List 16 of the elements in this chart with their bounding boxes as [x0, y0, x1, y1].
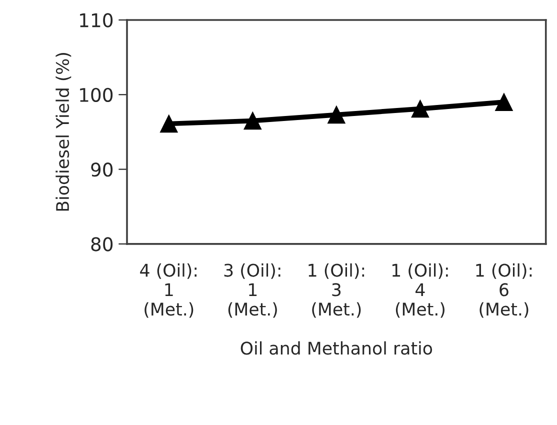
x-tick-label: 3 (Oil): 1 (Met.): [224, 263, 280, 318]
x-tick-label: 1 (Oil): 6 (Met.): [476, 263, 532, 318]
x-axis-title: Oil and Methanol ratio: [240, 341, 432, 355]
x-tick-label: 1 (Oil): 3 (Met.): [308, 263, 364, 318]
y-tick-label: 100: [80, 88, 113, 102]
point: [411, 100, 430, 118]
y-tick-label: 90: [91, 162, 113, 177]
point: [328, 106, 346, 124]
point: [160, 114, 178, 133]
y-tick-label: 110: [80, 13, 113, 28]
point: [495, 93, 513, 111]
point: [244, 112, 262, 130]
x-tick-label: 1 (Oil): 4 (Met.): [392, 263, 448, 318]
y-tick-label: 80: [91, 237, 113, 252]
y-axis-title: Biodiesel Yield (%): [56, 53, 72, 211]
x-tick-label: 4 (Oil): 1 (Met.): [140, 263, 196, 318]
